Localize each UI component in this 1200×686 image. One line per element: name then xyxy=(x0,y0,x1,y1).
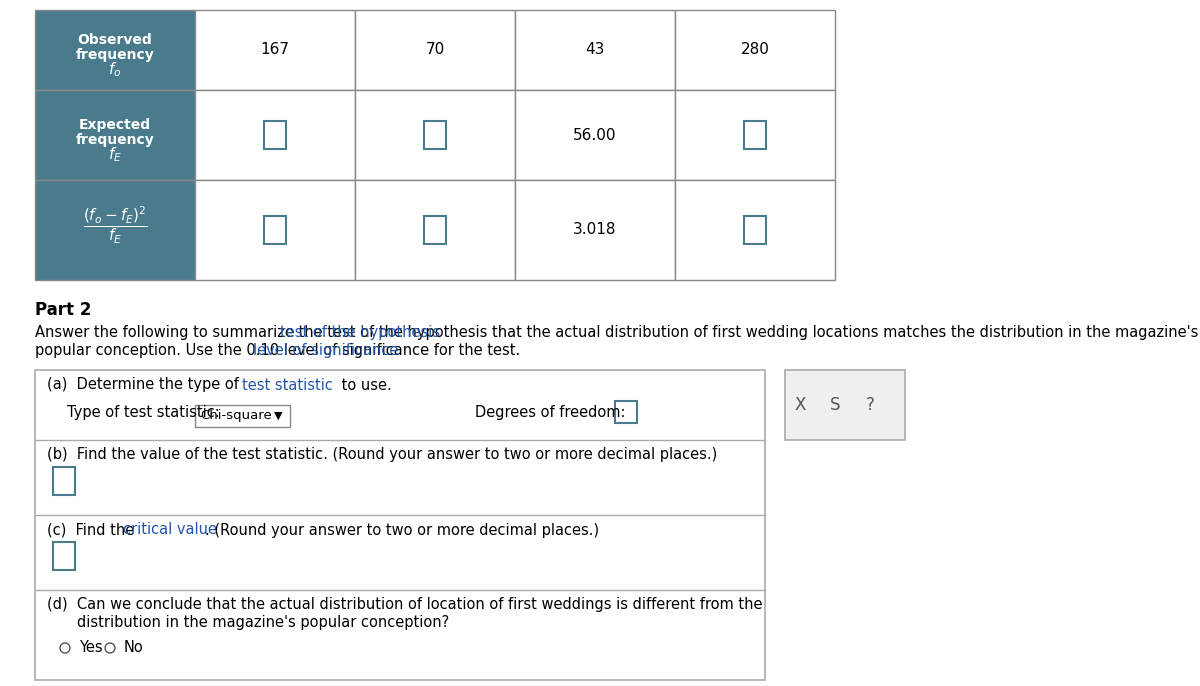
Bar xyxy=(194,405,290,427)
Bar xyxy=(53,542,74,570)
Text: test statistic: test statistic xyxy=(242,377,332,392)
Bar xyxy=(355,10,515,90)
Text: test of the hypothesis: test of the hypothesis xyxy=(280,324,440,340)
Bar xyxy=(424,121,446,149)
Bar xyxy=(744,121,766,149)
Bar xyxy=(35,180,194,280)
Text: X: X xyxy=(794,396,805,414)
Text: Degrees of freedom:: Degrees of freedom: xyxy=(475,405,625,420)
Text: Observed: Observed xyxy=(78,33,152,47)
Bar xyxy=(674,90,835,180)
Circle shape xyxy=(106,643,115,653)
Text: Answer the following to summarize the test of the hypothesis that the actual dis: Answer the following to summarize the te… xyxy=(35,324,1199,340)
Bar xyxy=(355,180,515,280)
Text: distribution in the magazine's popular conception?: distribution in the magazine's popular c… xyxy=(77,615,449,630)
Text: critical value: critical value xyxy=(124,523,217,538)
Circle shape xyxy=(60,643,70,653)
Bar xyxy=(355,90,515,180)
Text: S: S xyxy=(829,396,840,414)
Bar xyxy=(53,467,74,495)
Bar xyxy=(515,10,674,90)
Text: ▼: ▼ xyxy=(274,411,282,421)
Text: $f_o$: $f_o$ xyxy=(108,60,121,80)
Text: No: No xyxy=(124,641,144,656)
Text: . (Round your answer to two or more decimal places.): . (Round your answer to two or more deci… xyxy=(205,523,599,538)
Bar xyxy=(194,180,355,280)
Text: popular conception. Use the 0.10 level of significance for the test.: popular conception. Use the 0.10 level o… xyxy=(35,342,521,357)
Text: Yes: Yes xyxy=(79,641,103,656)
Bar xyxy=(35,90,194,180)
Text: 167: 167 xyxy=(260,43,289,58)
Text: ?: ? xyxy=(865,396,875,414)
Text: (a)  Determine the type of: (a) Determine the type of xyxy=(47,377,239,392)
Text: (b)  Find the value of the test statistic. (Round your answer to two or more dec: (b) Find the value of the test statistic… xyxy=(47,447,718,462)
Text: Part 2: Part 2 xyxy=(35,301,91,319)
Bar xyxy=(35,10,194,90)
Text: $\dfrac{(f_o - f_E)^2}{f_E}$: $\dfrac{(f_o - f_E)^2}{f_E}$ xyxy=(83,204,148,246)
Text: 43: 43 xyxy=(586,43,605,58)
Text: frequency: frequency xyxy=(76,133,155,147)
Bar xyxy=(744,216,766,244)
Bar xyxy=(194,10,355,90)
Text: 280: 280 xyxy=(740,43,769,58)
Text: (c)  Find the: (c) Find the xyxy=(47,523,134,538)
Text: Chi-square: Chi-square xyxy=(200,410,271,423)
Bar xyxy=(194,90,355,180)
Bar xyxy=(424,216,446,244)
Text: 70: 70 xyxy=(425,43,445,58)
Bar xyxy=(264,216,286,244)
Text: 3.018: 3.018 xyxy=(574,222,617,237)
Text: 56.00: 56.00 xyxy=(574,128,617,143)
Text: to use.: to use. xyxy=(337,377,391,392)
Text: Type of test statistic:: Type of test statistic: xyxy=(67,405,220,420)
Bar xyxy=(264,121,286,149)
Bar xyxy=(35,370,766,680)
Bar xyxy=(515,90,674,180)
Text: $f_E$: $f_E$ xyxy=(108,145,122,165)
Text: level of significance: level of significance xyxy=(253,342,398,357)
Text: Expected: Expected xyxy=(79,118,151,132)
Bar xyxy=(515,180,674,280)
Text: frequency: frequency xyxy=(76,48,155,62)
Bar xyxy=(674,180,835,280)
Bar xyxy=(674,10,835,90)
Bar xyxy=(785,370,905,440)
Bar xyxy=(616,401,637,423)
Text: (d)  Can we conclude that the actual distribution of location of first weddings : (d) Can we conclude that the actual dist… xyxy=(47,598,762,613)
